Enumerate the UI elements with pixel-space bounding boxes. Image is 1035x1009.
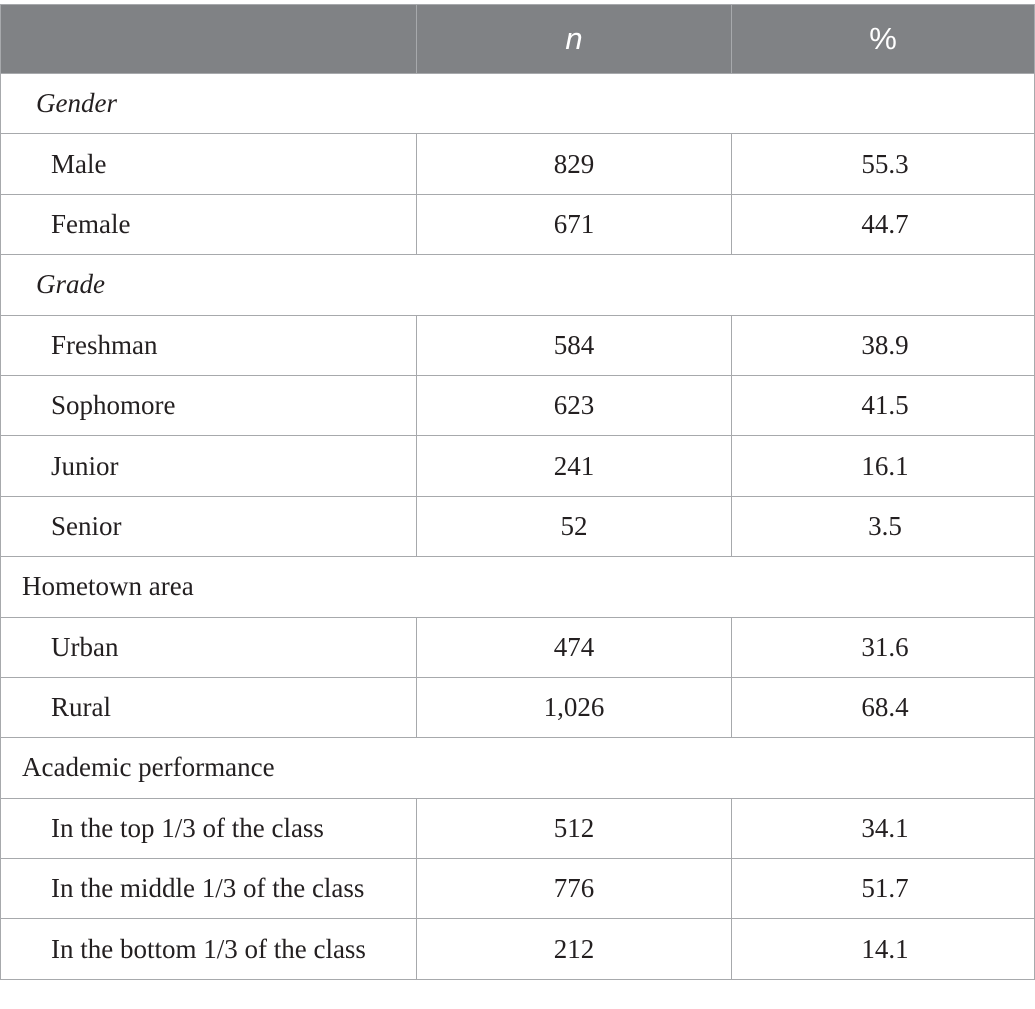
section-title: Grade — [0, 254, 1035, 316]
demographics-table: n % Gender Male 829 55.3 Female 671 44.7… — [0, 4, 1035, 980]
row-n: 52 — [416, 495, 732, 558]
row-label: Rural — [0, 676, 417, 739]
header-row: n % — [0, 4, 1035, 74]
table-row: In the middle 1/3 of the class 776 51.7 — [0, 858, 1035, 920]
section-row-grade: Grade — [0, 254, 1035, 316]
row-label: Freshman — [0, 314, 417, 376]
header-percent: % — [731, 4, 1035, 74]
row-percent: 3.5 — [731, 495, 1035, 558]
row-n: 212 — [416, 918, 732, 980]
section-title: Gender — [0, 72, 1035, 135]
row-label: Junior — [0, 435, 417, 497]
row-n: 623 — [416, 374, 732, 437]
table-row: Senior 52 3.5 — [0, 495, 1035, 558]
table-body: Gender Male 829 55.3 Female 671 44.7 Gra… — [0, 72, 1035, 980]
demographics-table-wrapper: n % Gender Male 829 55.3 Female 671 44.7… — [0, 4, 1035, 980]
row-n: 241 — [416, 435, 732, 497]
row-n: 474 — [416, 616, 732, 678]
row-n: 512 — [416, 797, 732, 860]
table-header: n % — [0, 4, 1035, 74]
section-row-hometown-area: Hometown area — [0, 556, 1035, 618]
row-percent: 44.7 — [731, 193, 1035, 256]
table-row: Male 829 55.3 — [0, 133, 1035, 195]
row-n: 829 — [416, 133, 732, 195]
row-percent: 16.1 — [731, 435, 1035, 497]
row-n: 1,026 — [416, 676, 732, 739]
row-n: 584 — [416, 314, 732, 376]
row-label: Male — [0, 133, 417, 195]
row-percent: 34.1 — [731, 797, 1035, 860]
table-row: Urban 474 31.6 — [0, 616, 1035, 678]
row-percent: 41.5 — [731, 374, 1035, 437]
table-row: Junior 241 16.1 — [0, 435, 1035, 497]
table-row: In the bottom 1/3 of the class 212 14.1 — [0, 918, 1035, 980]
row-n: 671 — [416, 193, 732, 256]
section-row-academic-performance: Academic performance — [0, 737, 1035, 799]
section-title: Academic performance — [0, 737, 1035, 799]
row-percent: 38.9 — [731, 314, 1035, 376]
row-percent: 55.3 — [731, 133, 1035, 195]
row-label: In the middle 1/3 of the class — [0, 858, 417, 920]
table-row: Female 671 44.7 — [0, 193, 1035, 256]
row-label: Urban — [0, 616, 417, 678]
table-row: In the top 1/3 of the class 512 34.1 — [0, 797, 1035, 860]
row-percent: 68.4 — [731, 676, 1035, 739]
row-label: Sophomore — [0, 374, 417, 437]
row-label: In the top 1/3 of the class — [0, 797, 417, 860]
row-label: Female — [0, 193, 417, 256]
table-row: Rural 1,026 68.4 — [0, 676, 1035, 739]
row-label: In the bottom 1/3 of the class — [0, 918, 417, 980]
header-empty-cell — [0, 4, 417, 74]
section-row-gender: Gender — [0, 72, 1035, 135]
table-row: Freshman 584 38.9 — [0, 314, 1035, 376]
row-percent: 14.1 — [731, 918, 1035, 980]
row-n: 776 — [416, 858, 732, 920]
row-percent: 31.6 — [731, 616, 1035, 678]
table-row: Sophomore 623 41.5 — [0, 374, 1035, 437]
row-label: Senior — [0, 495, 417, 558]
row-percent: 51.7 — [731, 858, 1035, 920]
header-n: n — [416, 4, 732, 74]
section-title: Hometown area — [0, 556, 1035, 618]
